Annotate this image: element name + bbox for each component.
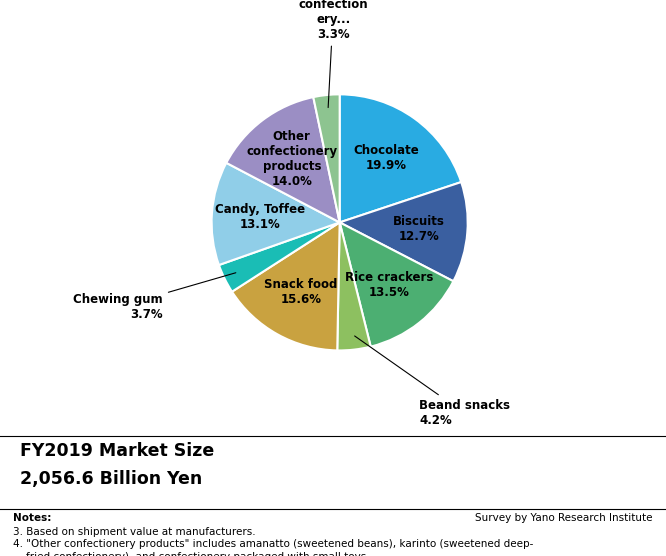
Wedge shape xyxy=(340,95,461,222)
Wedge shape xyxy=(340,222,454,346)
Wedge shape xyxy=(212,163,340,265)
Text: Biscuits
12.7%: Biscuits 12.7% xyxy=(393,215,445,242)
Text: Chewing gum
3.7%: Chewing gum 3.7% xyxy=(73,273,236,321)
Text: fried confectionery), and confectionery packaged with small toys.: fried confectionery), and confectionery … xyxy=(13,552,370,556)
Text: Rice crackers
13.5%: Rice crackers 13.5% xyxy=(345,271,433,299)
Text: 4. "Other confectionery products" includes amanatto (sweetened beans), karinto (: 4. "Other confectionery products" includ… xyxy=(13,539,533,549)
Text: 3. Based on shipment value at manufacturers.: 3. Based on shipment value at manufactur… xyxy=(13,527,256,537)
Text: Chocolate
19.9%: Chocolate 19.9% xyxy=(353,144,419,172)
Wedge shape xyxy=(340,182,468,281)
Text: Beand snacks
4.2%: Beand snacks 4.2% xyxy=(355,336,510,427)
Wedge shape xyxy=(226,97,340,222)
Text: Snack food
15.6%: Snack food 15.6% xyxy=(264,278,338,306)
Text: Notes:: Notes: xyxy=(13,513,52,523)
Wedge shape xyxy=(232,222,340,350)
Text: 2,056.6 Billion Yen: 2,056.6 Billion Yen xyxy=(20,470,202,488)
Text: Candy, Toffee
13.1%: Candy, Toffee 13.1% xyxy=(215,203,306,231)
Text: FY2019 Market Size: FY2019 Market Size xyxy=(20,442,214,460)
Text: Other
confectionery
products
14.0%: Other confectionery products 14.0% xyxy=(246,130,338,188)
Wedge shape xyxy=(219,222,340,292)
Wedge shape xyxy=(313,95,340,222)
Text: Imported
confection
ery...
3.3%: Imported confection ery... 3.3% xyxy=(298,0,368,107)
Wedge shape xyxy=(337,222,371,350)
Text: Survey by Yano Research Institute: Survey by Yano Research Institute xyxy=(475,513,653,523)
